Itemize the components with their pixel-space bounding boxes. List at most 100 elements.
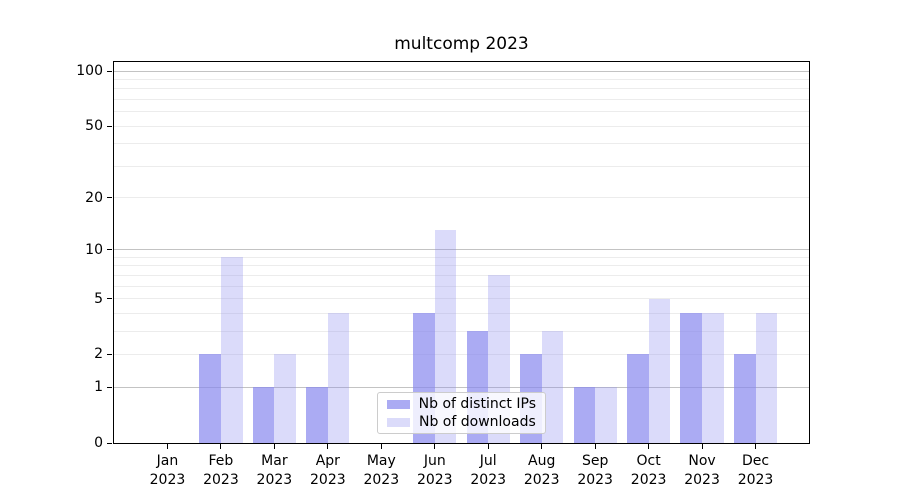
gridline-minor-7 bbox=[114, 274, 809, 276]
legend-label-distinct-ips: Nb of distinct IPs bbox=[418, 396, 536, 412]
x-tick-label-apr: Apr 2023 bbox=[297, 452, 359, 489]
gridline-minor-8 bbox=[114, 265, 809, 267]
bar-downloads-mar bbox=[274, 354, 297, 443]
legend-item-downloads: Nb of downloads bbox=[387, 414, 536, 430]
gridline-major-100 bbox=[114, 70, 809, 72]
y-tick-5 bbox=[107, 298, 112, 300]
x-tick-label-may: May 2023 bbox=[350, 452, 412, 489]
x-tick-jul bbox=[487, 444, 489, 449]
x-tick-label-aug: Aug 2023 bbox=[511, 452, 573, 489]
y-tick-label-2: 2 bbox=[94, 346, 103, 363]
gridline-major-1 bbox=[114, 386, 809, 388]
y-tick-0 bbox=[107, 442, 112, 444]
y-tick-1 bbox=[107, 386, 112, 388]
y-tick-label-5: 5 bbox=[94, 290, 103, 307]
legend-label-downloads: Nb of downloads bbox=[419, 414, 536, 430]
x-tick-month-apr: Apr bbox=[315, 453, 340, 469]
y-tick-label-0: 0 bbox=[94, 435, 103, 451]
x-tick-month-jan: Jan bbox=[156, 453, 179, 469]
x-tick-label-jan: Jan 2023 bbox=[136, 452, 198, 489]
x-tick-month-nov: Nov bbox=[688, 453, 716, 469]
x-tick-apr bbox=[327, 444, 329, 449]
x-tick-year-oct: 2023 bbox=[630, 471, 667, 488]
x-tick-jun bbox=[434, 444, 436, 449]
plot-inner bbox=[114, 62, 809, 443]
bar-downloads-jun bbox=[434, 230, 457, 443]
x-tick-year-feb: 2023 bbox=[203, 471, 239, 488]
plot-area bbox=[113, 61, 810, 444]
x-tick-label-nov: Nov 2023 bbox=[671, 452, 733, 489]
x-tick-month-feb: Feb bbox=[208, 453, 234, 469]
x-tick-year-jun: 2023 bbox=[416, 471, 453, 488]
bar-distinct-ips-mar bbox=[252, 387, 275, 443]
bar-downloads-dec bbox=[755, 313, 778, 443]
x-tick-oct bbox=[648, 444, 650, 449]
x-tick-month-sep: Sep bbox=[581, 453, 609, 469]
y-tick-label-1: 1 bbox=[94, 379, 103, 396]
bar-distinct-ips-oct bbox=[626, 354, 649, 443]
bar-downloads-oct bbox=[648, 298, 671, 443]
gridline-minor-80 bbox=[114, 88, 809, 90]
gridline-minor-50 bbox=[114, 125, 809, 127]
x-tick-month-jun: Jun bbox=[423, 453, 446, 469]
bar-downloads-nov bbox=[702, 313, 724, 443]
legend-swatch-distinct-ips bbox=[387, 399, 410, 409]
x-tick-may bbox=[380, 444, 382, 449]
x-tick-sep bbox=[594, 444, 596, 449]
bar-distinct-ips-sep bbox=[573, 387, 596, 443]
gridline-minor-6 bbox=[114, 285, 809, 287]
bar-downloads-aug bbox=[541, 331, 564, 443]
gridline-minor-2 bbox=[114, 353, 809, 355]
x-tick-year-aug: 2023 bbox=[523, 471, 560, 488]
legend-swatch-downloads bbox=[387, 417, 410, 427]
x-tick-year-nov: 2023 bbox=[684, 471, 720, 488]
y-tick-20 bbox=[107, 197, 112, 199]
x-tick-year-dec: 2023 bbox=[737, 471, 774, 488]
x-tick-year-jul: 2023 bbox=[470, 471, 507, 488]
x-tick-nov bbox=[701, 444, 703, 449]
bar-downloads-feb bbox=[220, 257, 243, 443]
gridline-major-10 bbox=[114, 249, 809, 251]
x-tick-aug bbox=[541, 444, 543, 449]
bar-distinct-ips-dec bbox=[733, 354, 756, 443]
x-tick-year-jan: 2023 bbox=[149, 471, 186, 488]
gridline-minor-40 bbox=[114, 143, 809, 145]
bar-distinct-ips-feb bbox=[199, 354, 221, 443]
x-tick-label-dec: Dec 2023 bbox=[725, 452, 787, 489]
gridline-minor-60 bbox=[114, 111, 809, 113]
x-tick-month-jul: Jul bbox=[479, 453, 497, 469]
x-tick-year-may: 2023 bbox=[363, 471, 400, 488]
y-tick-2 bbox=[107, 353, 112, 355]
x-tick-year-sep: 2023 bbox=[577, 471, 613, 488]
gridline-minor-4 bbox=[114, 312, 809, 314]
y-tick-label-20: 20 bbox=[85, 189, 103, 206]
x-tick-mar bbox=[273, 444, 275, 449]
x-tick-month-aug: Aug bbox=[528, 453, 556, 469]
y-tick-50 bbox=[107, 125, 112, 127]
gridline-minor-9 bbox=[114, 256, 809, 258]
bar-downloads-sep bbox=[595, 387, 617, 443]
x-tick-month-may: May bbox=[366, 453, 396, 469]
bar-distinct-ips-apr bbox=[306, 387, 328, 443]
x-tick-label-oct: Oct 2023 bbox=[618, 452, 680, 489]
y-tick-label-10: 10 bbox=[85, 241, 103, 258]
gridline-minor-90 bbox=[114, 78, 809, 80]
legend-item-distinct-ips: Nb of distinct IPs bbox=[387, 396, 536, 412]
x-tick-label-jul: Jul 2023 bbox=[457, 452, 519, 489]
chart-title: multcomp 2023 bbox=[394, 34, 529, 54]
y-tick-label-50: 50 bbox=[85, 118, 103, 135]
x-tick-month-oct: Oct bbox=[636, 453, 661, 469]
x-tick-label-mar: Mar 2023 bbox=[243, 452, 305, 489]
legend: Nb of distinct IPs Nb of downloads bbox=[377, 392, 546, 434]
x-tick-year-mar: 2023 bbox=[256, 471, 293, 488]
y-tick-label-100: 100 bbox=[76, 63, 103, 80]
bar-distinct-ips-nov bbox=[680, 313, 703, 443]
gridline-minor-3 bbox=[114, 330, 809, 332]
x-tick-dec bbox=[755, 444, 757, 449]
x-tick-month-dec: Dec bbox=[741, 453, 770, 469]
gridline-minor-70 bbox=[114, 98, 809, 100]
x-tick-label-jun: Jun 2023 bbox=[404, 452, 466, 489]
x-tick-year-apr: 2023 bbox=[310, 471, 346, 488]
gridline-minor-30 bbox=[114, 165, 809, 167]
